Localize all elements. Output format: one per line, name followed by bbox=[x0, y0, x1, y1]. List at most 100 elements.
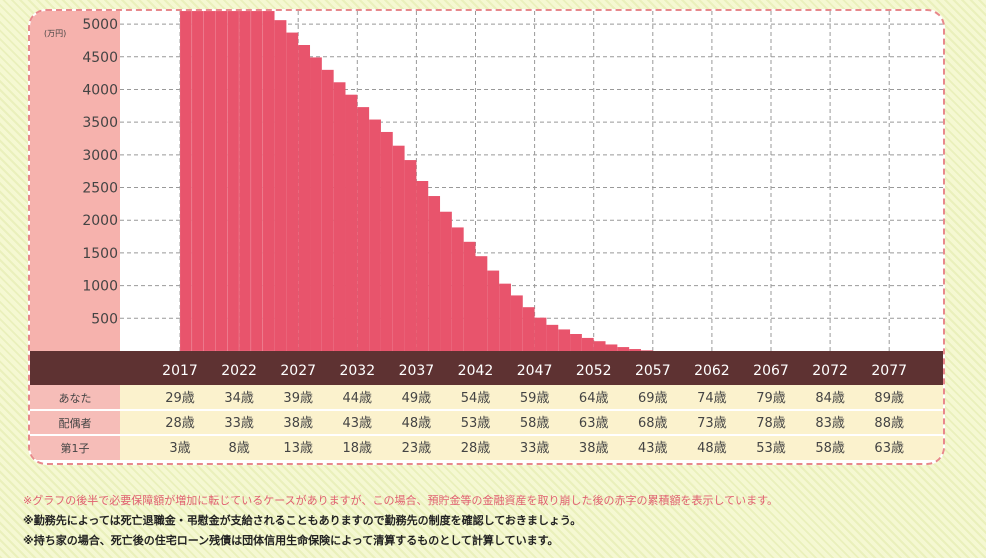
age-cell-2-6: 33歳 bbox=[520, 441, 550, 456]
bar-2047 bbox=[534, 317, 547, 351]
bar-2051 bbox=[581, 337, 594, 351]
chart-svg: 500 1000 1500 2000 2500 3000 3500 4000 4500 5000 (… bbox=[30, 11, 943, 460]
bar-2025 bbox=[274, 20, 287, 352]
bar-2054 bbox=[617, 347, 630, 351]
age-cell-0-4: 49歳 bbox=[402, 391, 432, 406]
age-cell-1-8: 68歳 bbox=[638, 416, 668, 431]
age-cell-1-7: 63歳 bbox=[579, 416, 609, 431]
age-cell-1-4: 48歳 bbox=[402, 416, 432, 431]
y-tick-4000: 4000 bbox=[82, 82, 118, 98]
bar-2022 bbox=[238, 11, 252, 352]
bar-2043 bbox=[487, 270, 500, 351]
age-cell-0-7: 64歳 bbox=[579, 391, 609, 406]
age-cell-1-10: 78歳 bbox=[756, 416, 786, 431]
note-2: ※勤務先によっては死亡退職金・弔慰金が支給されることもありますので勤務先の制度を… bbox=[23, 514, 582, 527]
bar-2017 bbox=[179, 11, 193, 352]
bar-2034 bbox=[380, 131, 393, 351]
x-tick-2047: 2047 bbox=[517, 363, 553, 379]
y-tick-3000: 3000 bbox=[82, 148, 118, 164]
y-tick-3500: 3500 bbox=[82, 115, 118, 131]
x-tick-2042: 2042 bbox=[458, 363, 494, 379]
bar-2018 bbox=[191, 11, 204, 352]
bar-2023 bbox=[250, 11, 264, 352]
age-cell-0-6: 59歳 bbox=[520, 391, 550, 406]
row-label-0: あなた bbox=[59, 392, 92, 405]
age-cell-0-3: 44歳 bbox=[343, 391, 373, 406]
age-cell-2-10: 53歳 bbox=[756, 441, 786, 456]
row-label-1: 配偶者 bbox=[59, 417, 92, 430]
age-cell-1-9: 73歳 bbox=[697, 416, 727, 431]
bar-2021 bbox=[226, 11, 240, 352]
age-cell-0-12: 89歳 bbox=[874, 391, 904, 406]
y-axis-panel bbox=[30, 11, 120, 351]
age-cell-1-0: 28歳 bbox=[165, 416, 195, 431]
bar-2026 bbox=[286, 32, 299, 351]
bar-2045 bbox=[510, 295, 523, 351]
bar-2031 bbox=[345, 94, 358, 351]
x-tick-2037: 2037 bbox=[399, 363, 435, 379]
age-cell-2-9: 48歳 bbox=[697, 441, 727, 456]
bar-2038 bbox=[428, 196, 441, 351]
y-tick-500: 500 bbox=[91, 311, 118, 327]
age-cell-2-7: 38歳 bbox=[579, 441, 609, 456]
footnotes: ※グラフの後半で必要保障額が増加に転じているケースがありますが、この場合、預貯金… bbox=[23, 491, 963, 551]
x-tick-2062: 2062 bbox=[694, 363, 730, 379]
note-1: ※グラフの後半で必要保障額が増加に転じているケースがありますが、この場合、預貯金… bbox=[23, 494, 779, 507]
note-3: ※持ち家の場合、死亡後の住宅ローン残債は団体信用生命保険によって清算するものとし… bbox=[23, 534, 559, 547]
bar-2049 bbox=[558, 329, 571, 351]
bar-2041 bbox=[463, 241, 476, 351]
x-tick-2027: 2027 bbox=[280, 363, 316, 379]
bar-2042 bbox=[475, 256, 488, 351]
bar-2020 bbox=[215, 11, 228, 352]
bar-2040 bbox=[451, 227, 464, 351]
age-cell-2-11: 58歳 bbox=[815, 441, 845, 456]
x-tick-2077: 2077 bbox=[871, 363, 907, 379]
age-cell-0-9: 74歳 bbox=[697, 391, 727, 406]
bar-2028 bbox=[310, 57, 322, 352]
bar-2046 bbox=[522, 307, 535, 351]
age-table-bg bbox=[30, 385, 943, 460]
y-tick-4500: 4500 bbox=[82, 50, 118, 66]
row-label-2: 第1子 bbox=[61, 441, 90, 455]
age-cell-1-5: 53歳 bbox=[461, 416, 491, 431]
bar-2044 bbox=[499, 283, 511, 351]
bar-2053 bbox=[605, 344, 618, 351]
age-cell-1-11: 83歳 bbox=[815, 416, 845, 431]
bar-2039 bbox=[440, 211, 452, 351]
age-cell-2-0: 3歳 bbox=[169, 441, 190, 456]
age-cell-1-6: 58歳 bbox=[520, 416, 550, 431]
bar-2048 bbox=[546, 324, 559, 351]
bar-2027 bbox=[298, 45, 311, 351]
age-table-label-column bbox=[30, 385, 120, 460]
bar-2055 bbox=[629, 349, 641, 351]
y-tick-1500: 1500 bbox=[82, 246, 118, 262]
age-cell-0-1: 34歳 bbox=[224, 391, 254, 406]
age-cell-2-2: 13歳 bbox=[283, 441, 313, 456]
x-tick-2022: 2022 bbox=[221, 363, 257, 379]
bar-2035 bbox=[392, 145, 405, 351]
age-cell-2-12: 63歳 bbox=[874, 441, 904, 456]
age-cell-1-1: 33歳 bbox=[224, 416, 254, 431]
y-tick-2000: 2000 bbox=[82, 213, 118, 229]
bar-2024 bbox=[262, 11, 275, 352]
bar-2037 bbox=[416, 181, 429, 351]
chart-card: 500 1000 1500 2000 2500 3000 3500 4000 4500 5000 (… bbox=[28, 9, 945, 465]
x-tick-2057: 2057 bbox=[635, 363, 671, 379]
bar-2036 bbox=[404, 160, 417, 351]
age-cell-0-5: 54歳 bbox=[461, 391, 491, 406]
bar-2019 bbox=[203, 11, 216, 352]
y-tick-1000: 1000 bbox=[82, 279, 118, 295]
bar-2032 bbox=[357, 107, 370, 351]
age-cell-0-8: 69歳 bbox=[638, 391, 668, 406]
bar-2050 bbox=[570, 334, 582, 351]
age-cell-2-5: 28歳 bbox=[461, 441, 491, 456]
x-tick-2072: 2072 bbox=[812, 363, 848, 379]
x-tick-2067: 2067 bbox=[753, 363, 789, 379]
year-band bbox=[30, 351, 943, 385]
age-cell-2-4: 23歳 bbox=[402, 441, 432, 456]
x-tick-2032: 2032 bbox=[339, 363, 375, 379]
age-cell-0-10: 79歳 bbox=[756, 391, 786, 406]
age-cell-1-12: 88歳 bbox=[874, 416, 904, 431]
age-cell-2-1: 8歳 bbox=[228, 441, 249, 456]
age-cell-0-2: 39歳 bbox=[283, 391, 313, 406]
